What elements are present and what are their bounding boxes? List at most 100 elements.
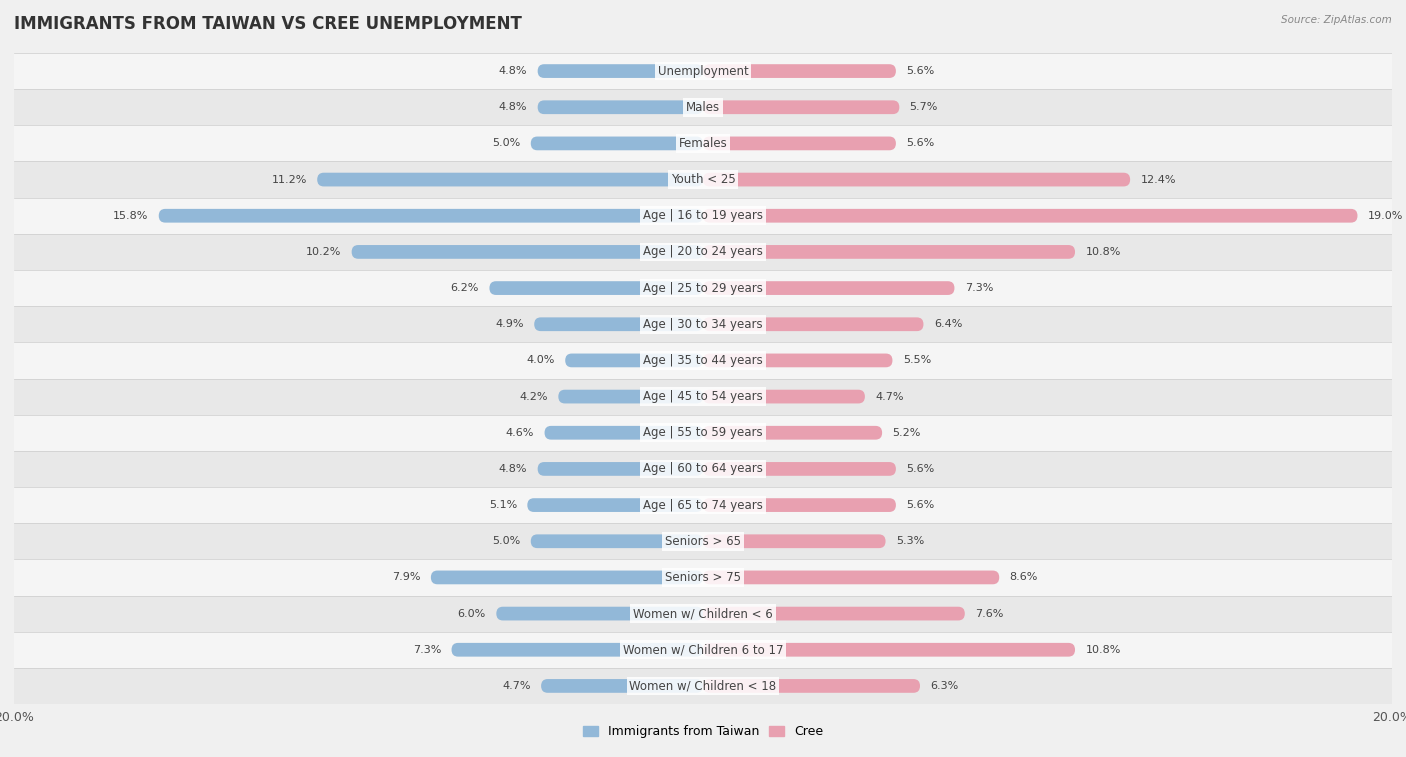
FancyBboxPatch shape [703, 571, 1000, 584]
Text: 5.6%: 5.6% [907, 66, 935, 76]
FancyBboxPatch shape [527, 498, 703, 512]
FancyBboxPatch shape [14, 559, 1392, 596]
Text: 5.0%: 5.0% [492, 536, 520, 547]
Text: 10.8%: 10.8% [1085, 645, 1121, 655]
Text: 7.9%: 7.9% [392, 572, 420, 582]
FancyBboxPatch shape [703, 643, 1076, 656]
FancyBboxPatch shape [318, 173, 703, 186]
FancyBboxPatch shape [14, 270, 1392, 306]
Text: Males: Males [686, 101, 720, 114]
FancyBboxPatch shape [159, 209, 703, 223]
FancyBboxPatch shape [703, 245, 1076, 259]
Text: Source: ZipAtlas.com: Source: ZipAtlas.com [1281, 15, 1392, 25]
Text: 5.7%: 5.7% [910, 102, 938, 112]
Text: 5.6%: 5.6% [907, 500, 935, 510]
Text: 4.6%: 4.6% [506, 428, 534, 438]
Text: 11.2%: 11.2% [271, 175, 307, 185]
FancyBboxPatch shape [14, 451, 1392, 487]
Text: Youth < 25: Youth < 25 [671, 173, 735, 186]
FancyBboxPatch shape [14, 306, 1392, 342]
Text: 4.7%: 4.7% [875, 391, 904, 401]
Text: Age | 60 to 64 years: Age | 60 to 64 years [643, 463, 763, 475]
Text: Unemployment: Unemployment [658, 64, 748, 77]
FancyBboxPatch shape [537, 101, 703, 114]
FancyBboxPatch shape [14, 126, 1392, 161]
FancyBboxPatch shape [531, 136, 703, 151]
Text: 5.6%: 5.6% [907, 139, 935, 148]
FancyBboxPatch shape [703, 317, 924, 331]
Text: 4.8%: 4.8% [499, 464, 527, 474]
FancyBboxPatch shape [14, 596, 1392, 631]
FancyBboxPatch shape [565, 354, 703, 367]
Text: Age | 55 to 59 years: Age | 55 to 59 years [643, 426, 763, 439]
FancyBboxPatch shape [703, 462, 896, 476]
FancyBboxPatch shape [14, 53, 1392, 89]
Text: 6.3%: 6.3% [931, 681, 959, 691]
Text: Age | 20 to 24 years: Age | 20 to 24 years [643, 245, 763, 258]
Text: 4.7%: 4.7% [502, 681, 531, 691]
Text: 10.8%: 10.8% [1085, 247, 1121, 257]
Text: IMMIGRANTS FROM TAIWAN VS CREE UNEMPLOYMENT: IMMIGRANTS FROM TAIWAN VS CREE UNEMPLOYM… [14, 15, 522, 33]
Text: 7.3%: 7.3% [965, 283, 993, 293]
Text: 6.4%: 6.4% [934, 319, 962, 329]
Text: Age | 35 to 44 years: Age | 35 to 44 years [643, 354, 763, 367]
FancyBboxPatch shape [703, 498, 896, 512]
FancyBboxPatch shape [703, 281, 955, 295]
Text: 4.9%: 4.9% [495, 319, 524, 329]
Text: 7.6%: 7.6% [976, 609, 1004, 618]
Text: Seniors > 65: Seniors > 65 [665, 534, 741, 548]
FancyBboxPatch shape [14, 415, 1392, 451]
FancyBboxPatch shape [703, 173, 1130, 186]
FancyBboxPatch shape [531, 534, 703, 548]
FancyBboxPatch shape [703, 354, 893, 367]
FancyBboxPatch shape [703, 209, 1358, 223]
FancyBboxPatch shape [14, 631, 1392, 668]
FancyBboxPatch shape [703, 64, 896, 78]
FancyBboxPatch shape [703, 136, 896, 151]
Text: 15.8%: 15.8% [112, 210, 149, 221]
FancyBboxPatch shape [14, 523, 1392, 559]
FancyBboxPatch shape [534, 317, 703, 331]
Text: Women w/ Children 6 to 17: Women w/ Children 6 to 17 [623, 643, 783, 656]
FancyBboxPatch shape [14, 487, 1392, 523]
Text: 5.2%: 5.2% [893, 428, 921, 438]
Text: 12.4%: 12.4% [1140, 175, 1175, 185]
FancyBboxPatch shape [703, 534, 886, 548]
FancyBboxPatch shape [14, 378, 1392, 415]
Text: Women w/ Children < 18: Women w/ Children < 18 [630, 680, 776, 693]
Text: 6.0%: 6.0% [458, 609, 486, 618]
Text: 5.1%: 5.1% [489, 500, 517, 510]
Text: 7.3%: 7.3% [413, 645, 441, 655]
FancyBboxPatch shape [14, 342, 1392, 378]
Text: 4.0%: 4.0% [526, 356, 555, 366]
FancyBboxPatch shape [703, 426, 882, 440]
FancyBboxPatch shape [430, 571, 703, 584]
Text: Seniors > 75: Seniors > 75 [665, 571, 741, 584]
FancyBboxPatch shape [558, 390, 703, 403]
FancyBboxPatch shape [703, 101, 900, 114]
FancyBboxPatch shape [14, 89, 1392, 126]
Text: 5.5%: 5.5% [903, 356, 931, 366]
FancyBboxPatch shape [537, 462, 703, 476]
Text: Age | 25 to 29 years: Age | 25 to 29 years [643, 282, 763, 294]
Text: Age | 30 to 34 years: Age | 30 to 34 years [643, 318, 763, 331]
FancyBboxPatch shape [541, 679, 703, 693]
Legend: Immigrants from Taiwan, Cree: Immigrants from Taiwan, Cree [578, 721, 828, 743]
FancyBboxPatch shape [352, 245, 703, 259]
Text: Females: Females [679, 137, 727, 150]
Text: 19.0%: 19.0% [1368, 210, 1403, 221]
FancyBboxPatch shape [489, 281, 703, 295]
Text: Age | 45 to 54 years: Age | 45 to 54 years [643, 390, 763, 403]
FancyBboxPatch shape [703, 679, 920, 693]
Text: 10.2%: 10.2% [307, 247, 342, 257]
FancyBboxPatch shape [14, 234, 1392, 270]
Text: 4.8%: 4.8% [499, 66, 527, 76]
FancyBboxPatch shape [703, 606, 965, 621]
FancyBboxPatch shape [537, 64, 703, 78]
FancyBboxPatch shape [14, 198, 1392, 234]
FancyBboxPatch shape [451, 643, 703, 656]
Text: 8.6%: 8.6% [1010, 572, 1038, 582]
Text: Age | 16 to 19 years: Age | 16 to 19 years [643, 209, 763, 223]
Text: 5.0%: 5.0% [492, 139, 520, 148]
FancyBboxPatch shape [703, 390, 865, 403]
